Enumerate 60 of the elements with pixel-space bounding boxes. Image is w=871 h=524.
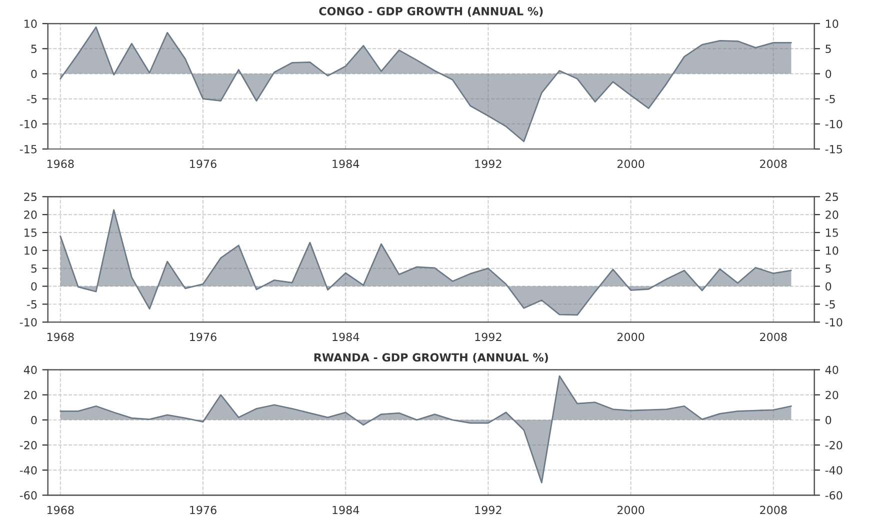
- x-tick-label: 1976: [190, 506, 216, 514]
- x-tick-label: 2008: [760, 160, 787, 168]
- y2-tick-label: 10: [826, 20, 838, 28]
- x-tick-label: 2008: [760, 332, 787, 342]
- y-tick-label: -10: [20, 120, 37, 128]
- y2-tick-label: 20: [826, 390, 838, 400]
- y2-tick-label: 15: [826, 228, 838, 237]
- x-tick-label: 1968: [47, 506, 74, 514]
- y-tick-label: 5: [31, 264, 37, 273]
- chart-title: RWANDA - GDP GROWTH (ANNUAL %): [314, 352, 548, 363]
- y-tick-label: -40: [20, 466, 37, 474]
- x-tick-label: 1984: [332, 160, 360, 168]
- y2-tick-label: -10: [825, 120, 842, 128]
- y2-tick-label: -10: [825, 318, 842, 326]
- y-tick-label: -10: [20, 318, 37, 326]
- y-tick-label: -60: [20, 491, 37, 500]
- y2-tick-label: -5: [825, 300, 835, 309]
- y2-tick-label: 10: [826, 246, 838, 255]
- x-tick-label: 1992: [475, 160, 502, 168]
- x-tick-label: 1976: [190, 332, 216, 342]
- y2-tick-label: 20: [826, 210, 838, 219]
- y2-tick-label: 40: [825, 366, 838, 374]
- x-tick-label: 1992: [475, 332, 502, 342]
- x-tick-label: 1992: [475, 506, 502, 514]
- x-tick-label: 1968: [47, 332, 74, 342]
- y2-tick-label: -5: [825, 94, 835, 104]
- y-tick-label: 20: [24, 210, 37, 219]
- x-tick-label: 1976: [190, 160, 216, 168]
- y-tick-label: 0: [31, 282, 37, 291]
- y-tick-label: 5: [31, 44, 37, 54]
- y-tick-label: -5: [26, 94, 37, 104]
- y2-tick-label: 0: [826, 70, 832, 78]
- y2-tick-label: -20: [825, 440, 842, 450]
- y-tick-label: 25: [24, 192, 37, 202]
- x-tick-label: 2000: [617, 332, 644, 342]
- y2-tick-label: 25: [826, 192, 838, 202]
- y2-tick-label: 0: [826, 416, 832, 424]
- chart-title: CONGO - GDP GROWTH (ANNUAL %): [319, 6, 543, 17]
- y-tick-label: 0: [31, 70, 37, 78]
- y2-tick-label: -40: [825, 466, 842, 474]
- y-tick-label: -20: [20, 440, 37, 450]
- y-tick-label: 20: [24, 390, 37, 400]
- y2-tick-label: 5: [826, 44, 831, 54]
- y2-tick-label: -60: [825, 491, 842, 500]
- x-tick-label: 2000: [617, 506, 644, 514]
- x-tick-label: 1968: [47, 160, 74, 168]
- x-tick-label: 1984: [332, 506, 360, 514]
- x-tick-label: 1984: [332, 332, 360, 342]
- y-tick-label: 10: [24, 246, 37, 255]
- y-tick-label: 0: [31, 416, 37, 424]
- y2-tick-label: -15: [825, 145, 842, 154]
- y-tick-label: 10: [24, 20, 37, 28]
- y-tick-label: -5: [26, 300, 37, 309]
- y-tick-label: 15: [24, 228, 37, 237]
- y2-tick-label: 5: [826, 264, 831, 273]
- x-tick-label: 2008: [760, 506, 787, 514]
- x-tick-label: 2000: [617, 160, 644, 168]
- y-tick-label: 40: [24, 366, 37, 374]
- y-tick-label: -15: [20, 145, 37, 154]
- y2-tick-label: 0: [826, 282, 832, 291]
